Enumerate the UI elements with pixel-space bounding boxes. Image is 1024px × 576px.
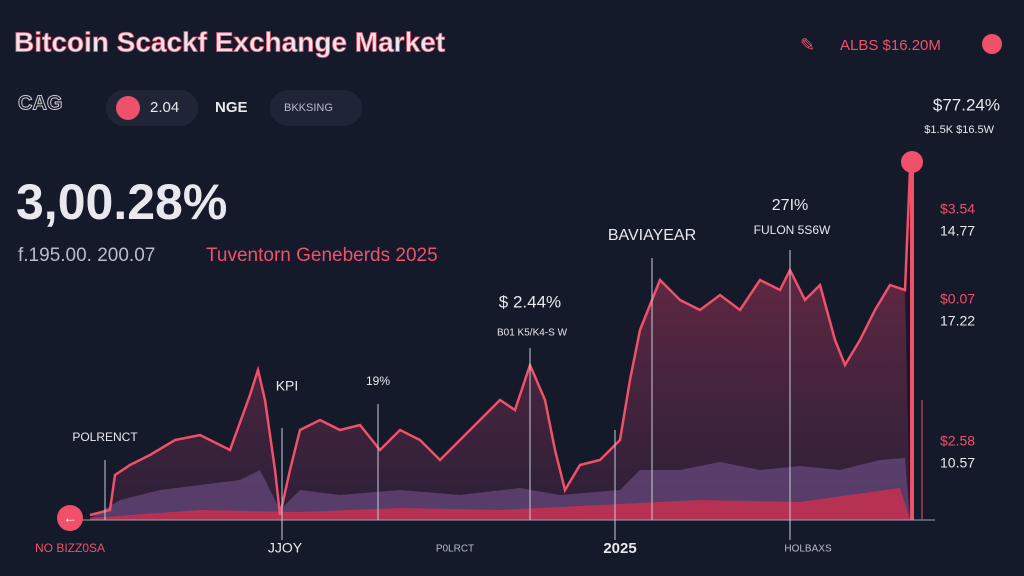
subtitle-left: f.195.00. 200.07 [18,245,155,266]
side-label: $2.58 [940,433,975,449]
subtitle-right: Tuventorn Geneberds 2025 [206,245,438,266]
side-label: 17.22 [940,313,975,329]
current-dot[interactable] [901,151,923,173]
scroll-left[interactable] [57,505,83,531]
title: Bitcoin Scackf Exchange Market [14,26,445,57]
x-label: HOLBAXS [784,544,832,555]
side-labels: $3.54 14.77 $0.07 17.22 $2.58 10.57 [940,201,975,471]
annotations: BAVIAYEAR 27I% FULON 5S6W $ 2.44% B01 K5… [72,197,831,444]
x-labels: NO BIZZ0SA JJOY P0LRCT 2025 HOLBAXS [35,540,832,557]
side-label: 14.77 [940,223,975,239]
side-label: $3.54 [940,201,975,217]
base-area [90,488,910,520]
pill-label: BKKSING [284,102,333,114]
pill[interactable] [270,90,362,126]
annotation: B01 K5/K4-S W [497,328,568,339]
headline: 3,00.28% [16,174,227,230]
x-label: NO BIZZ0SA [35,541,105,555]
annotation: BAVIAYEAR [608,227,696,244]
price-line [89,169,912,517]
side-top-sub: $1.5K $16.5W [924,124,994,136]
side-top: $77.24% [933,95,1000,114]
annotation: 19% [366,374,390,388]
side-label: 10.57 [940,455,975,471]
x-label: P0LRCT [436,544,474,555]
annotation: FULON 5S6W [754,223,831,237]
toolbar-item[interactable]: NGE [215,99,248,116]
account: ALBS $16.20M [840,37,941,54]
x-label: 2025 [603,540,636,557]
annotation: POLRENCT [72,430,138,444]
price-area [90,270,910,520]
annotation: $ 2.44% [499,292,561,311]
avatar[interactable] [982,34,1002,54]
toolbar-logo[interactable]: CAG [18,92,63,115]
pill-label: 2.04 [150,99,179,116]
side-label: $0.07 [940,291,975,307]
annotation-lines [104,250,791,540]
account-icon: ✎ [800,35,815,55]
annotation: KPI [276,378,299,394]
scroll-arrow: ← [63,510,77,526]
annotation: 27I% [772,197,808,214]
x-label: JJOY [268,540,303,556]
pill-icon [116,96,140,120]
